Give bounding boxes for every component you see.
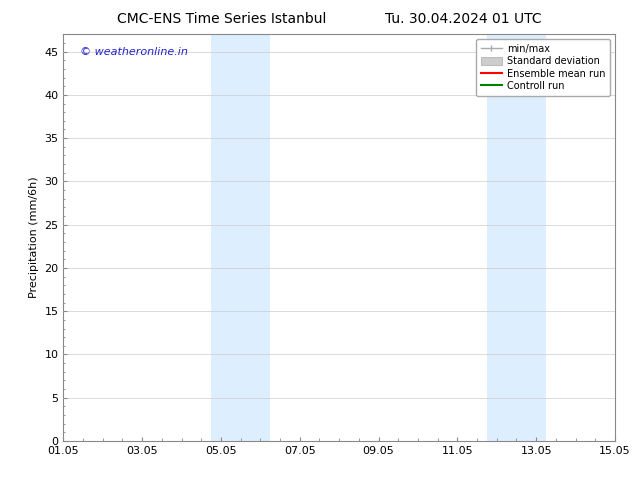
Text: CMC-ENS Time Series Istanbul: CMC-ENS Time Series Istanbul xyxy=(117,12,327,26)
Text: © weatheronline.in: © weatheronline.in xyxy=(80,47,188,56)
Bar xyxy=(487,34,546,441)
Bar xyxy=(211,34,270,441)
Legend: min/max, Standard deviation, Ensemble mean run, Controll run: min/max, Standard deviation, Ensemble me… xyxy=(476,39,610,96)
Y-axis label: Precipitation (mm/6h): Precipitation (mm/6h) xyxy=(29,177,39,298)
Text: Tu. 30.04.2024 01 UTC: Tu. 30.04.2024 01 UTC xyxy=(384,12,541,26)
